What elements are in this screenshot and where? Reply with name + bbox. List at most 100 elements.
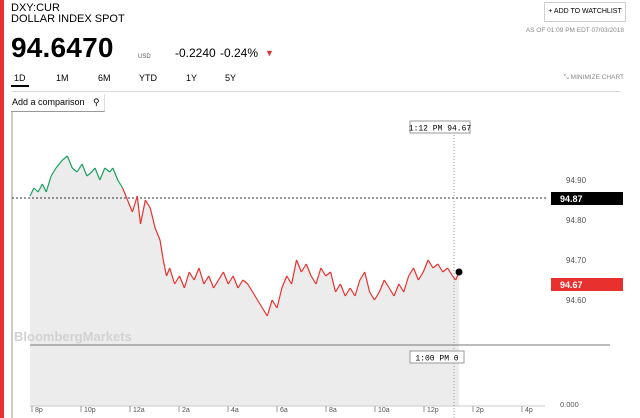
price-line-segment	[117, 179, 124, 189]
price-line-segment	[378, 279, 385, 293]
price-line-segment	[188, 271, 195, 281]
price-line-segment	[266, 299, 273, 317]
add-comparison-placeholder: Add a comparison	[12, 97, 85, 107]
price-change: -0.2240	[175, 46, 216, 60]
price-line-segment	[349, 287, 356, 297]
ticker-symbol: DXY:CUR	[11, 2, 60, 14]
price-line-segment	[261, 307, 268, 317]
price-line-segment	[193, 267, 200, 281]
price-line-segment	[300, 263, 307, 273]
crosshair-top-box	[409, 120, 471, 134]
price-line-segment	[437, 263, 444, 273]
price-line-segment	[383, 279, 390, 289]
price-line-segment	[109, 167, 114, 173]
price-line-segment	[91, 167, 96, 173]
price-line-segment	[149, 207, 156, 229]
price-line-segment	[37, 183, 43, 193]
last-price-badge	[551, 278, 623, 291]
price-line-segment	[213, 279, 220, 289]
price-line-segment	[252, 291, 259, 301]
price-line-segment	[33, 187, 39, 193]
price-line-segment	[330, 271, 337, 293]
price-line-segment	[412, 267, 419, 281]
price-line-segment	[81, 163, 88, 177]
accent-bar	[0, 0, 4, 418]
price-line-segment	[227, 275, 234, 285]
price-line-segment	[162, 259, 168, 277]
tab-6m[interactable]: 6M	[98, 73, 111, 83]
price-line-segment	[55, 159, 63, 169]
x-tick-label: 8p	[35, 407, 43, 414]
add-comparison-input[interactable]: Add a comparison ⚲	[11, 94, 105, 112]
minimize-chart-button[interactable]: ⤡ MINIMIZE CHART	[564, 74, 624, 82]
price-line-segment	[50, 167, 57, 177]
y-axis-ticks: 94.90 94.80 94.70 94.60	[566, 176, 587, 305]
price-change-percent: -0.24%	[220, 46, 259, 60]
price-line-segment	[408, 267, 415, 277]
price-line-segment	[104, 167, 111, 173]
price-line-segment	[139, 199, 146, 225]
price-line-segment	[203, 275, 210, 285]
bloomberg-watermark: BloombergMarkets	[14, 329, 132, 344]
price-line-segment	[398, 283, 405, 293]
tab-1d[interactable]: 1D	[11, 71, 29, 87]
y-tick-label: 94.60	[566, 296, 587, 305]
down-arrow-icon: ▼	[265, 48, 274, 58]
price-line-segment	[388, 287, 395, 297]
price-line-segment	[334, 283, 341, 293]
as-of-timestamp: AS OF 01:09 PM EDT 07/03/2018	[525, 27, 624, 34]
price-line-segment	[339, 283, 346, 297]
x-tick-label: 6a	[280, 407, 288, 414]
search-icon: ⚲	[93, 97, 100, 107]
price-line-segment	[99, 167, 106, 181]
price-line-segment	[41, 183, 47, 193]
x-tick-label: 10a	[378, 407, 390, 414]
price-line-segment	[174, 275, 181, 285]
tab-1y[interactable]: 1Y	[186, 73, 198, 83]
price-line-segment	[247, 283, 254, 293]
last-price-label: 94.67	[560, 280, 583, 290]
price-line-segment	[276, 287, 283, 309]
y-tick-label: 94.70	[566, 256, 587, 265]
x-axis-ticks: 8p 10p 12a 2a 4a 6a 8a 10a 12p 2p 4p	[31, 406, 533, 414]
price-line-segment	[256, 299, 263, 309]
crosshair-bottom-box	[409, 350, 465, 364]
crosshair-bottom-label: 1:00 PM 0	[415, 355, 458, 364]
x-tick-label: 4p	[525, 407, 533, 414]
price-line-segment	[271, 299, 278, 309]
tab-1m[interactable]: 1M	[56, 73, 69, 83]
price-line-segment	[310, 275, 317, 285]
price-line-segment	[62, 155, 68, 161]
x-tick-label: 4a	[231, 407, 239, 414]
previous-close-label: 94.87	[560, 194, 583, 204]
price-line-segment	[325, 271, 332, 277]
price-line-segment	[126, 199, 133, 213]
price-line-segment	[159, 239, 164, 261]
price-line-segment	[447, 267, 454, 277]
price-line-segment	[144, 199, 151, 209]
security-name: DOLLAR INDEX SPOT	[11, 13, 125, 25]
header-divider	[11, 91, 621, 92]
price-line-segment	[242, 279, 249, 285]
previous-close-badge	[551, 192, 623, 205]
price-line-segment	[281, 275, 288, 289]
price-line-segment	[369, 291, 376, 301]
tab-ytd[interactable]: YTD	[139, 73, 157, 83]
x-tick-label: 8a	[329, 407, 337, 414]
tab-5y[interactable]: 5Y	[225, 73, 237, 83]
volume-zero-label: 0.000	[560, 400, 579, 409]
add-to-watchlist-button[interactable]: + ADD TO WATCHLIST	[544, 2, 626, 22]
price-line-segment	[122, 187, 129, 201]
x-tick-label: 2p	[476, 407, 484, 414]
x-tick-label: 12p	[427, 407, 439, 414]
price-line-segment	[165, 267, 171, 277]
price-line-segment	[320, 267, 327, 277]
x-tick-label: 2a	[182, 407, 190, 414]
price-line-segment	[232, 275, 239, 289]
y-tick-label: 94.90	[566, 176, 587, 185]
price-line-segment	[154, 227, 161, 241]
price-line-segment	[403, 275, 410, 293]
price-line-segment	[169, 267, 176, 285]
price-line-segment	[71, 167, 78, 173]
